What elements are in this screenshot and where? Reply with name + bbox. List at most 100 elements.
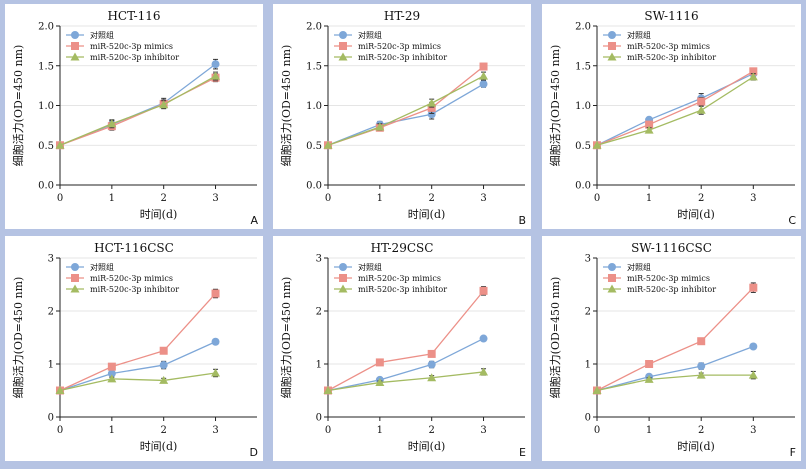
data-point [427,360,436,369]
x-axis-label: 时间(d) [408,208,446,221]
series-line-1 [59,341,216,392]
x-tick-label: 3 [480,425,486,436]
data-point [159,361,168,370]
data-point [645,360,654,368]
series-line-3 [59,372,216,392]
data-point [427,103,436,112]
data-point [323,386,333,394]
chart-title: SW-1116 [644,9,698,23]
legend-label: miR-520c-3p inhibitor [90,285,179,294]
y-tick-label: 3 [48,254,54,265]
series-line-3 [596,76,754,146]
panel-letter: D [250,446,258,459]
y-axis-label: 细胞活力(OD=450 nm) [12,277,25,399]
series-line-3 [327,371,484,392]
legend-marker [338,284,348,293]
data-point [748,370,758,379]
y-axis-label: 细胞活力(OD=450 nm) [280,45,293,167]
x-tick-label: 2 [698,193,704,204]
y-tick-label: 0.0 [38,181,54,192]
y-tick-label: 0.0 [575,181,591,192]
data-point [644,125,654,134]
panel-letter: A [250,214,258,227]
data-point [375,122,385,131]
legend-label: miR-520c-3p inhibitor [358,285,447,294]
data-point [427,98,437,107]
panel-letter: E [519,446,526,459]
y-tick-label: 0 [585,413,591,424]
chart-title: SW-1116CSC [631,241,712,255]
legend-label: 对照组 [90,262,114,272]
data-point [749,342,758,351]
data-point [211,60,220,69]
legend-label: miR-520c-3p mimics [90,274,173,283]
data-point [159,100,169,109]
data-point [645,120,654,129]
y-tick-label: 1 [48,360,54,371]
x-tick-label: 1 [109,425,115,436]
y-tick-label: 2.0 [306,22,322,33]
x-tick-label: 3 [480,193,486,204]
legend-marker [608,31,616,39]
x-tick-label: 0 [325,193,331,204]
x-tick-label: 2 [160,193,166,204]
legend-marker [607,284,617,293]
x-tick-label: 2 [428,425,434,436]
y-tick-label: 1.0 [306,101,322,112]
legend-marker [608,263,616,271]
x-tick-label: 1 [109,193,115,204]
data-point [55,140,65,149]
y-tick-label: 1.0 [575,101,591,112]
legend-label: miR-520c-3p mimics [627,274,710,283]
x-tick-label: 3 [750,193,756,204]
series-line-2 [59,293,217,392]
y-tick-label: 3 [585,254,591,265]
y-tick-label: 1 [316,360,322,371]
series-line-2 [327,290,485,392]
chart-panel-f: 0 1 2 3 0 1 2 3 SW-1116CSC 时间(d) 细胞活力(OD=450 nm) F 对… [542,236,801,461]
data-point [479,71,489,80]
y-tick-label: 1 [585,360,591,371]
series-line-1 [327,83,484,146]
x-tick-label: 3 [212,425,218,436]
y-axis-label: 细胞活力(OD=450 nm) [12,45,25,167]
series-line-3 [327,75,484,146]
x-axis-label: 时间(d) [140,440,178,453]
data-point [696,105,706,114]
x-axis-label: 时间(d) [140,208,178,221]
chart-panel-d: 0 1 2 3 0 1 2 3 HCT-116CSC 时间(d) 细胞活力(OD=450 nm) D 对… [5,236,263,461]
legend-label: 对照组 [627,262,651,272]
data-point [696,370,706,379]
legend-marker [339,263,347,271]
x-tick-label: 2 [698,425,704,436]
x-tick-label: 0 [57,425,63,436]
legend-label: 对照组 [627,30,651,40]
data-point [211,368,221,377]
legend-marker [339,42,347,50]
data-point [592,140,602,149]
data-point [479,80,488,89]
legend-label: miR-520c-3p mimics [358,42,441,51]
y-tick-label: 1.5 [306,61,322,72]
series-line-3 [59,75,216,146]
y-tick-label: 0.5 [38,141,54,152]
y-tick-label: 2 [316,307,322,318]
y-tick-label: 2 [585,307,591,318]
legend-marker [608,42,616,50]
x-tick-label: 3 [212,193,218,204]
panel-letter: F [790,446,796,459]
legend-label: 对照组 [358,262,382,272]
y-tick-label: 2 [48,307,54,318]
legend-label: miR-520c-3p inhibitor [358,53,447,62]
y-axis-label: 细胞活力(OD=450 nm) [549,45,562,167]
y-tick-label: 1.0 [38,101,54,112]
data-point [479,62,488,71]
data-point [749,283,758,292]
x-tick-label: 1 [646,425,652,436]
data-point [107,362,116,371]
x-tick-label: 0 [325,425,331,436]
panel-background [542,236,801,461]
data-point [697,97,706,106]
x-tick-label: 0 [57,193,63,204]
